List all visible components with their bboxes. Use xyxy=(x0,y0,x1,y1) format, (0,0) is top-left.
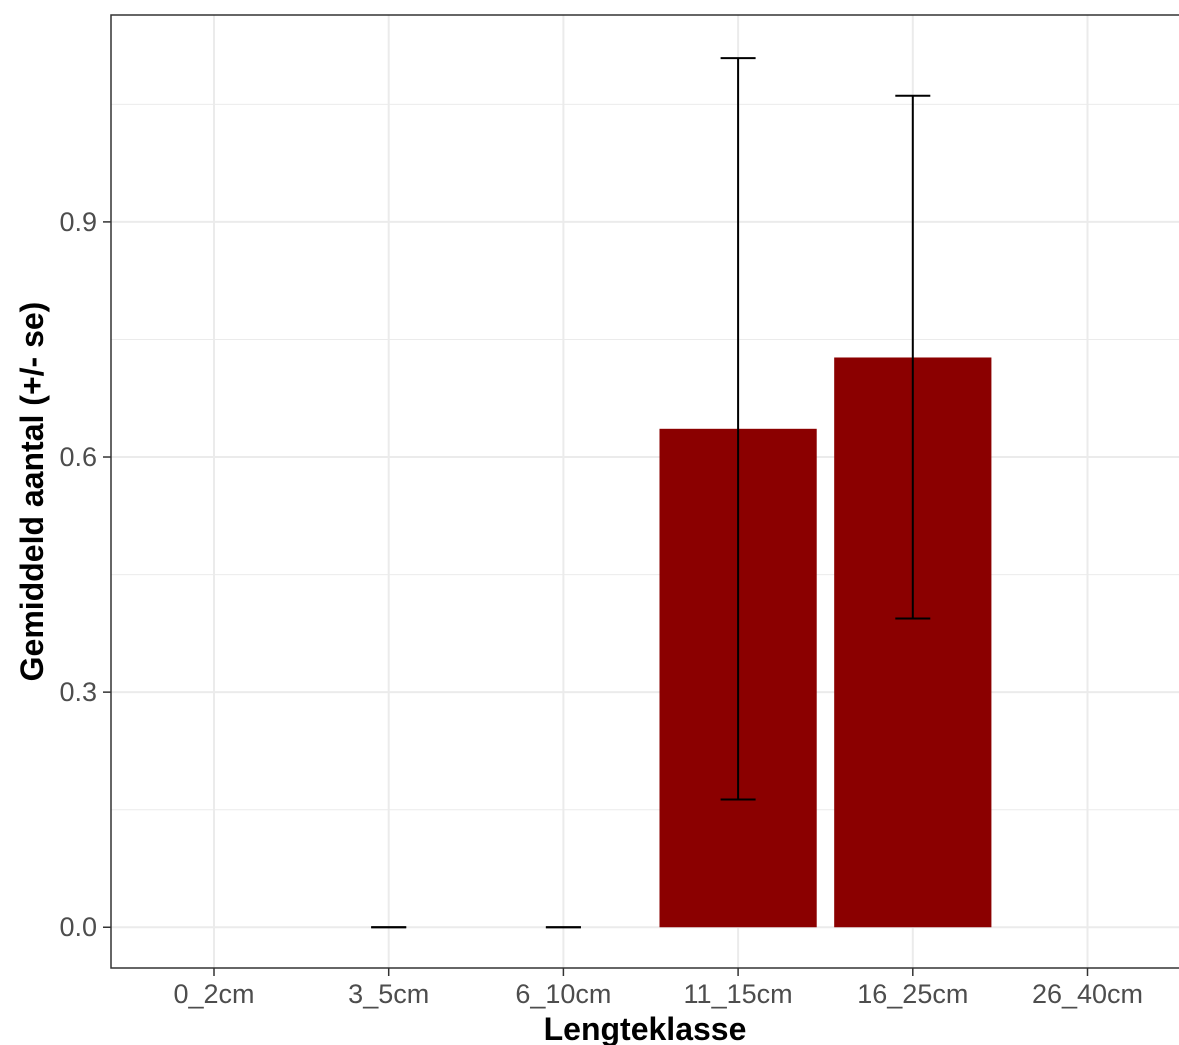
y-tick-label: 0.9 xyxy=(59,207,97,237)
x-tick-label: 11_15cm xyxy=(684,979,793,1009)
x-tick-label: 6_10cm xyxy=(515,979,611,1009)
x-tick-label: 0_2cm xyxy=(173,979,254,1009)
y-axis-tick-labels: 0.0 0.3 0.6 0.9 xyxy=(59,207,97,942)
major-gridlines xyxy=(111,15,1179,968)
bars xyxy=(659,357,992,928)
y-tick-label: 0.3 xyxy=(59,677,97,707)
minor-gridlines xyxy=(111,103,1179,811)
y-tick-label: 0.0 xyxy=(59,912,97,942)
x-axis-ticks xyxy=(213,968,1089,976)
x-tick-label: 16_25cm xyxy=(857,979,968,1009)
y-tick-label: 0.6 xyxy=(59,442,97,472)
x-axis-tick-labels: 0_2cm 3_5cm 6_10cm 11_15cm 16_25cm 26_40cm xyxy=(173,979,1143,1009)
x-axis-title: Lengteklasse xyxy=(544,1011,747,1045)
x-tick-label: 3_5cm xyxy=(348,979,429,1009)
panel-border xyxy=(110,14,1179,969)
error-bars xyxy=(371,57,931,929)
x-tick-label: 26_40cm xyxy=(1032,979,1143,1009)
y-axis-ticks xyxy=(103,221,111,928)
y-axis-title: Gemiddeld aantal (+/- se) xyxy=(14,302,50,682)
